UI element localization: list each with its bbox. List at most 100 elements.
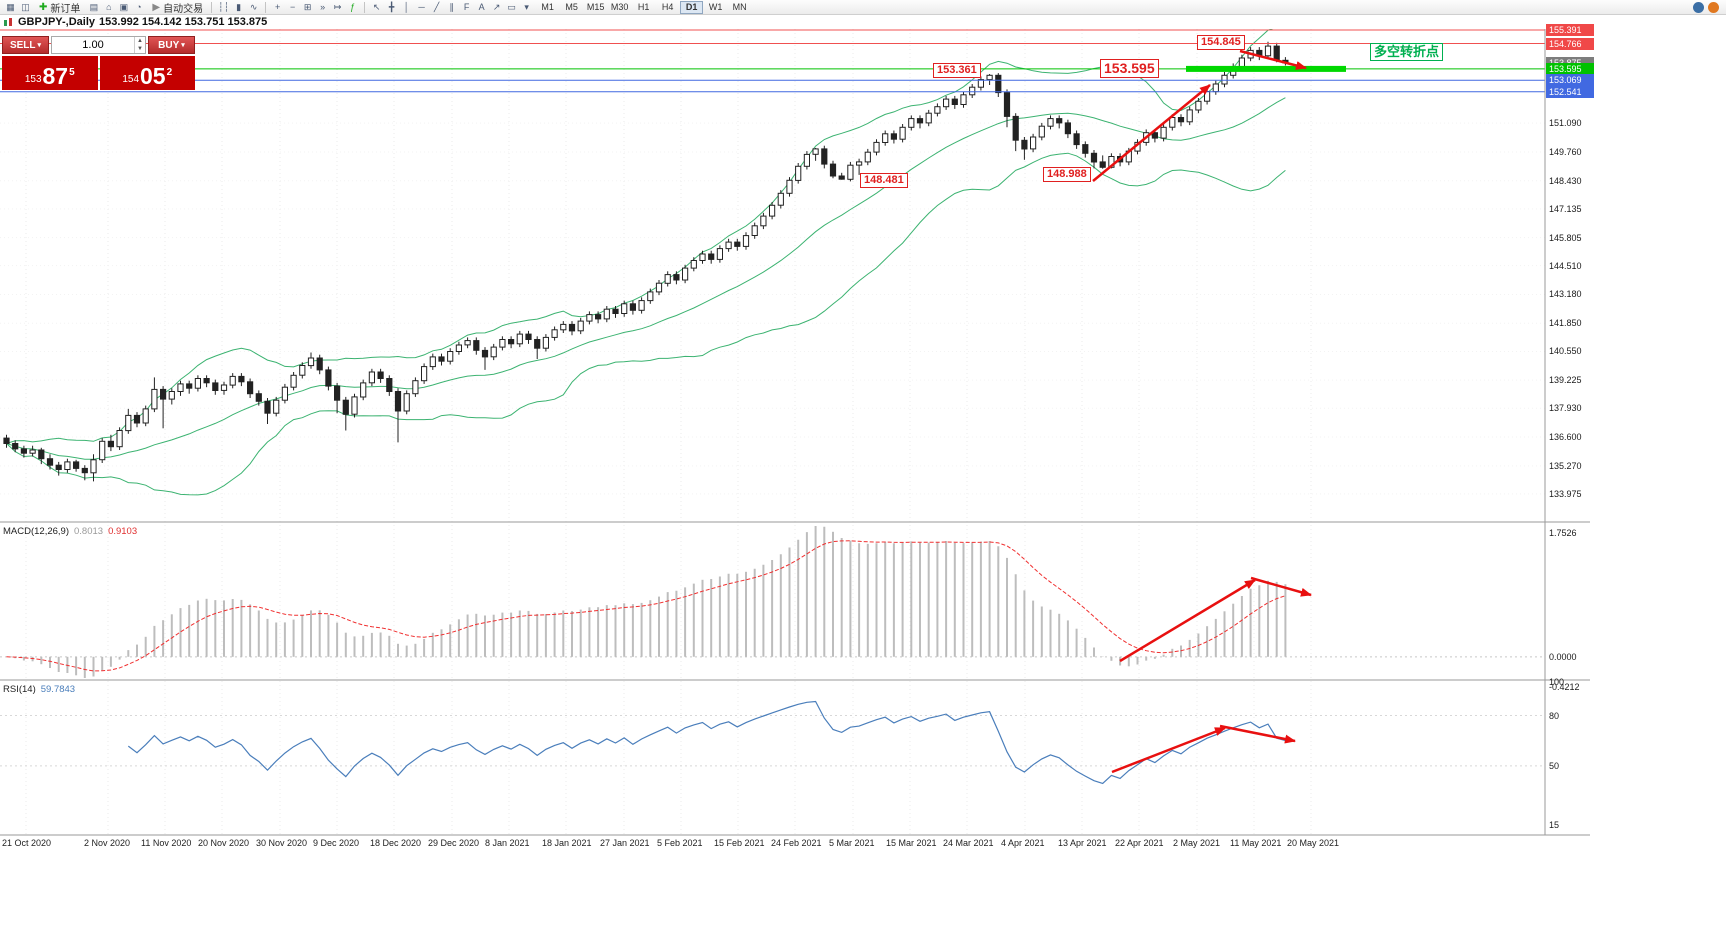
navigator-icon[interactable]: ⌂ bbox=[106, 1, 112, 12]
candle-body bbox=[99, 440, 106, 461]
trendline-icon[interactable]: ╱ bbox=[433, 1, 440, 12]
tile-windows-icon[interactable]: ⊞ bbox=[303, 1, 312, 12]
candle-body bbox=[838, 175, 845, 180]
fibonacci-icon[interactable]: F bbox=[463, 1, 470, 12]
crosshair-icon[interactable]: ╋ bbox=[388, 1, 395, 12]
zoom-in-icon[interactable]: + bbox=[274, 1, 281, 12]
candle-body bbox=[568, 323, 576, 332]
price-annotation[interactable]: 148.988 bbox=[1043, 167, 1091, 182]
price-label: 143.180 bbox=[1549, 289, 1582, 300]
arrows-tool-icon[interactable]: ↗ bbox=[492, 1, 501, 12]
volume-input[interactable] bbox=[52, 37, 134, 53]
volume-down-button[interactable]: ▼ bbox=[137, 46, 143, 52]
autotrade-button[interactable]: ▶ 自动交易 bbox=[148, 1, 207, 15]
candle-body bbox=[1003, 92, 1011, 117]
indicators-icon[interactable]: ƒ bbox=[350, 1, 356, 12]
chart-shift-icon[interactable]: ↦ bbox=[333, 1, 342, 12]
candle-body bbox=[160, 388, 167, 400]
notifications-icon[interactable] bbox=[1708, 1, 1719, 13]
timeframe-m15[interactable]: M15 bbox=[586, 1, 605, 12]
terminal-icon[interactable]: ▣ bbox=[119, 1, 129, 12]
auto-scroll-icon[interactable]: » bbox=[320, 1, 326, 12]
trend-arrow[interactable] bbox=[1239, 49, 1307, 70]
one-click-trading-panel: SELL ▾ ▲ ▼ BUY ▾ 153 87 5 154 bbox=[2, 36, 195, 90]
date-axis[interactable]: 21 Oct 2020 2 Nov 2020 11 Nov 2020 20 Nov 2… bbox=[0, 837, 1590, 851]
sell-button-label: SELL bbox=[9, 39, 36, 51]
community-icon[interactable] bbox=[1693, 1, 1704, 13]
candle-body bbox=[647, 291, 654, 302]
volume-up-button[interactable]: ▲ bbox=[137, 38, 143, 44]
price-annotation[interactable]: 153.361 bbox=[933, 63, 981, 78]
trend-arrow[interactable] bbox=[1250, 576, 1312, 597]
new-order-button[interactable]: ✚ 新订单 bbox=[35, 1, 84, 15]
candle-body bbox=[473, 340, 480, 351]
timeframe-m30[interactable]: M30 bbox=[610, 1, 629, 12]
sell-button[interactable]: SELL ▾ bbox=[2, 36, 49, 54]
price-axis[interactable]: 151.090 149.760 148.430 147.135 145.805 144.5… bbox=[1546, 24, 1602, 839]
timeframe-mn[interactable]: MN bbox=[732, 1, 747, 12]
trend-arrow[interactable] bbox=[1111, 726, 1226, 774]
trend-arrow[interactable] bbox=[1119, 578, 1256, 663]
candle-body bbox=[46, 458, 54, 466]
date-label: 27 Jan 2021 bbox=[600, 838, 650, 848]
toolbar-separator bbox=[211, 1, 213, 13]
zoom-out-icon[interactable]: − bbox=[289, 1, 296, 12]
macd-axis-label: 1.7526 bbox=[1549, 528, 1577, 539]
macd-signal-line bbox=[6, 540, 1286, 672]
chart-tab[interactable]: GBPJPY-,Daily 153.992 154.142 153.751 15… bbox=[0, 15, 1726, 29]
price-label: 151.090 bbox=[1549, 118, 1582, 129]
profiles-icon[interactable]: ◫ bbox=[21, 1, 30, 12]
candle-body bbox=[238, 375, 245, 383]
trend-arrow[interactable] bbox=[1092, 84, 1211, 182]
bollinger-upper-band[interactable] bbox=[6, 29, 1286, 444]
channel-icon[interactable]: ∥ bbox=[449, 1, 454, 12]
price-label: 133.975 bbox=[1549, 488, 1582, 499]
bollinger-middle-band[interactable] bbox=[6, 97, 1286, 460]
price-annotation[interactable]: 154.845 bbox=[1197, 35, 1245, 50]
candle-body bbox=[290, 374, 297, 388]
price-label: 137.930 bbox=[1549, 403, 1582, 414]
support-zone-bar[interactable] bbox=[1186, 65, 1346, 72]
bar-chart-icon[interactable]: ┆┆ bbox=[218, 1, 230, 12]
new-order-button-icon: ✚ bbox=[39, 1, 48, 13]
horizontal-line-icon[interactable]: ─ bbox=[418, 1, 425, 12]
candle-body bbox=[377, 371, 384, 379]
trend-arrow[interactable] bbox=[1219, 724, 1296, 744]
timeframe-bar[interactable]: M1 M5 M15 M30 H1 H4 D1 W1 MN bbox=[536, 0, 751, 14]
chart-ohlc-values: 153.992 154.142 153.751 153.875 bbox=[99, 16, 268, 28]
candle-body bbox=[316, 357, 323, 371]
timeframe-d1[interactable]: D1 bbox=[680, 0, 704, 14]
rsi-indicator-label: RSI(14) 59.7843 bbox=[3, 684, 76, 695]
buy-button[interactable]: BUY ▾ bbox=[148, 36, 195, 54]
shapes-icon[interactable]: ▭ bbox=[507, 1, 516, 12]
timeframe-h4[interactable]: H4 bbox=[661, 1, 674, 12]
candle-body bbox=[612, 308, 619, 315]
market-watch-icon[interactable]: ▤ bbox=[89, 1, 99, 12]
timeframe-m5[interactable]: M5 bbox=[565, 1, 578, 12]
vertical-line-icon[interactable]: │ bbox=[403, 1, 410, 12]
price-label: 145.805 bbox=[1549, 232, 1582, 243]
candle-chart-icon[interactable]: ▮ bbox=[236, 1, 242, 12]
toolbar-separator bbox=[265, 1, 267, 13]
cursor-icon[interactable]: ↖ bbox=[372, 1, 381, 12]
line-chart-icon[interactable]: ∿ bbox=[249, 1, 258, 12]
candle-body bbox=[821, 148, 828, 165]
timeframe-w1[interactable]: W1 bbox=[708, 1, 723, 12]
strategy-tester-icon[interactable]: ◔ bbox=[136, 1, 142, 12]
new-chart-icon[interactable]: ▦ bbox=[6, 1, 15, 12]
timeframe-m1[interactable]: M1 bbox=[541, 1, 554, 12]
note-annotation[interactable]: 多空转折点 bbox=[1370, 43, 1444, 61]
timeframe-h1[interactable]: H1 bbox=[637, 1, 650, 12]
more-tools-icon[interactable]: ▾ bbox=[524, 1, 529, 12]
macd-axis-label: -0.4212 bbox=[1549, 681, 1580, 692]
price-annotation[interactable]: 148.481 bbox=[860, 173, 908, 188]
candle-body bbox=[899, 126, 906, 140]
bid-price-button[interactable]: 153 87 5 bbox=[2, 56, 98, 90]
candle-body bbox=[586, 314, 593, 322]
chart-canvas[interactable] bbox=[0, 29, 1590, 841]
bollinger-lower-band[interactable] bbox=[6, 152, 1286, 496]
text-icon[interactable]: A bbox=[478, 1, 485, 12]
candle-body bbox=[151, 388, 158, 410]
price-annotation[interactable]: 153.595 bbox=[1100, 59, 1159, 78]
ask-price-button[interactable]: 154 05 2 bbox=[99, 56, 195, 90]
